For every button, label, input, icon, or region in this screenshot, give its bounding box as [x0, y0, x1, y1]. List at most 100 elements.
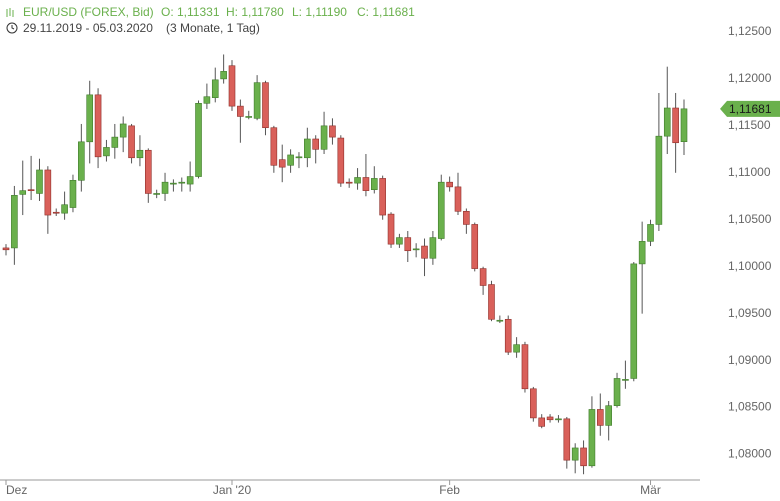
candle-body	[647, 224, 654, 242]
candle-body	[563, 418, 571, 461]
candle-body	[78, 141, 85, 181]
candle-body	[521, 344, 529, 390]
candle-body	[530, 388, 537, 419]
candle-body	[546, 416, 554, 421]
candle-body	[36, 169, 43, 194]
candle-body	[161, 181, 169, 194]
candle-body	[19, 190, 27, 195]
open-label: O: 1,11331	[161, 5, 220, 19]
candle-body	[345, 181, 353, 184]
candle-body	[396, 237, 403, 245]
candle-body	[144, 149, 152, 194]
candle-body	[513, 344, 520, 353]
candle-body	[412, 248, 420, 251]
y-tick-label: 1,08000	[728, 447, 772, 461]
candle-body	[178, 181, 186, 184]
candle-body	[295, 156, 303, 159]
candle-body	[211, 79, 219, 98]
candle-body	[655, 135, 663, 225]
candle-body	[195, 103, 202, 177]
candle-body	[228, 65, 236, 107]
x-tick-label: Dez	[6, 483, 27, 497]
candle-body	[488, 284, 495, 320]
candle-body	[354, 177, 361, 184]
candle-body	[596, 409, 604, 426]
candle-body	[312, 138, 320, 150]
date-range: 29.11.2019 - 05.03.2020	[23, 21, 153, 35]
candle-body	[404, 237, 412, 252]
candle-body	[429, 237, 437, 259]
candle-body	[613, 378, 621, 406]
candle-body	[538, 417, 546, 427]
y-tick-label: 1,09000	[728, 353, 772, 367]
candle-body	[605, 405, 612, 426]
candle-body	[287, 154, 294, 166]
candle-body	[622, 379, 629, 381]
y-tick-label: 1,10000	[728, 259, 772, 273]
candle-body	[153, 193, 160, 195]
candle-body	[337, 137, 345, 184]
candle-body	[278, 159, 286, 168]
close-label: C: 1,11681	[357, 5, 415, 19]
candle-body	[52, 211, 60, 214]
candle-body	[504, 318, 512, 353]
candle-body	[11, 195, 18, 249]
candle-body	[479, 268, 487, 286]
candle-body	[304, 138, 311, 159]
candle-body	[27, 189, 35, 191]
y-tick-label: 1,11500	[728, 118, 771, 132]
candle-body	[94, 94, 102, 158]
chart-icon	[6, 8, 14, 17]
y-tick-label: 1,08500	[728, 400, 772, 414]
candle-body	[588, 409, 596, 467]
candle-body	[630, 263, 638, 379]
candle-body	[496, 319, 504, 322]
candle-body	[262, 82, 269, 129]
candle-body	[237, 105, 244, 117]
candle-body	[463, 210, 470, 225]
candle-body	[580, 447, 587, 467]
candle-body	[471, 224, 479, 269]
y-tick-label: 1,11000	[728, 165, 771, 179]
candle-body	[437, 181, 445, 239]
y-tick-label: 1,10500	[728, 212, 772, 226]
last-price-tag	[720, 100, 780, 117]
candle-body	[680, 108, 688, 143]
candle-body	[571, 447, 579, 461]
candle-body	[446, 181, 453, 188]
candle-body	[329, 125, 336, 138]
candle-body	[136, 149, 144, 159]
candle-body	[220, 71, 227, 80]
candle-body	[103, 147, 110, 157]
candle-body	[362, 177, 370, 191]
low-label: L: 1,11190	[292, 5, 347, 19]
clock-icon	[6, 22, 18, 34]
candle-body	[2, 247, 10, 251]
candle-body	[203, 96, 211, 104]
period: (3 Monate, 1 Tag)	[166, 21, 260, 35]
candle-body	[370, 178, 378, 190]
candle-body	[245, 116, 253, 118]
x-tick-label: Feb	[439, 483, 460, 497]
candle-body	[421, 245, 428, 259]
symbol: EUR/USD (FOREX, Bid)	[23, 5, 154, 19]
candle-body	[119, 123, 127, 138]
candle-body	[186, 176, 194, 185]
candle-body	[170, 182, 177, 185]
candle-body	[672, 107, 679, 144]
x-tick-label: Jan '20	[213, 483, 252, 497]
candle-body	[270, 127, 278, 166]
candle-body	[663, 107, 671, 137]
candle-body	[111, 136, 119, 148]
candle-body	[555, 418, 562, 421]
candle-body	[253, 82, 261, 119]
candle-body	[61, 204, 68, 214]
candle-body	[379, 178, 386, 216]
candle-body	[128, 125, 135, 159]
candle-body	[86, 94, 94, 143]
candle-body	[638, 241, 646, 265]
x-tick-label: Mär	[640, 483, 661, 497]
candle-body	[44, 169, 52, 216]
last-price-label: 1,11681	[729, 102, 772, 116]
